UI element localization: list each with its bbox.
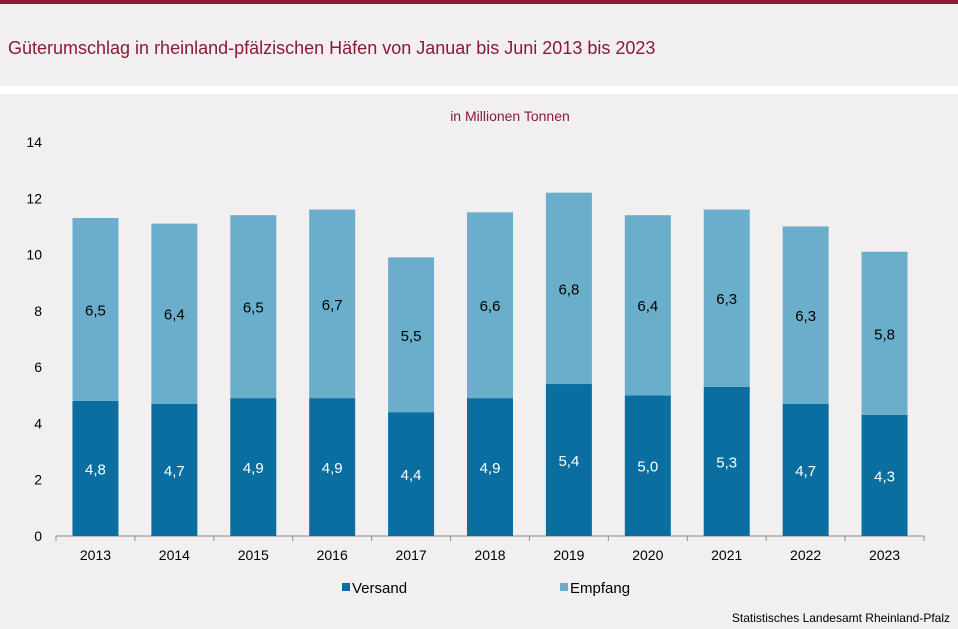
bar-versand-2023 bbox=[861, 414, 908, 536]
data-label-versand-2023: 4,3 bbox=[874, 468, 895, 485]
data-label-versand-2017: 4,4 bbox=[401, 467, 422, 484]
data-label-versand-2019: 5,4 bbox=[558, 453, 579, 470]
data-label-empfang-2013: 6,5 bbox=[85, 302, 106, 319]
bar-empfang-2020 bbox=[624, 215, 671, 396]
bar-versand-2017 bbox=[388, 412, 435, 536]
data-label-empfang-2015: 6,5 bbox=[243, 300, 264, 317]
bar-versand-2020 bbox=[624, 395, 671, 536]
x-tick-label: 2020 bbox=[632, 547, 663, 563]
y-tick-label: 4 bbox=[34, 415, 42, 431]
y-tick-label: 12 bbox=[26, 190, 42, 206]
data-label-empfang-2017: 5,5 bbox=[401, 328, 422, 345]
bar-empfang-2019 bbox=[545, 192, 592, 385]
top-accent-bar bbox=[0, 0, 958, 4]
bar-versand-2016 bbox=[309, 398, 356, 536]
data-label-empfang-2014: 6,4 bbox=[164, 307, 185, 324]
bar-empfang-2023 bbox=[861, 251, 908, 415]
header: Güterumschlag in rheinland-pfälzischen H… bbox=[0, 4, 958, 86]
y-tick-label: 10 bbox=[26, 247, 42, 263]
bar-versand-2014 bbox=[151, 403, 198, 536]
bar-versand-2018 bbox=[467, 398, 513, 536]
source-note: Statistisches Landesamt Rheinland-Pfalz bbox=[731, 611, 950, 625]
data-label-empfang-2019: 6,8 bbox=[558, 281, 579, 298]
y-tick-label: 14 bbox=[26, 134, 42, 150]
data-label-versand-2022: 4,7 bbox=[795, 463, 816, 480]
x-tick-label: 2021 bbox=[711, 547, 742, 563]
bar-empfang-2021 bbox=[703, 209, 750, 387]
x-tick-label: 2019 bbox=[553, 547, 584, 563]
y-tick-label: 8 bbox=[34, 303, 42, 319]
data-label-versand-2015: 4,9 bbox=[243, 460, 264, 477]
bar-empfang-2016 bbox=[309, 209, 356, 399]
x-tick-label: 2017 bbox=[396, 547, 427, 563]
data-label-versand-2018: 4,9 bbox=[480, 460, 501, 477]
bar-empfang-2015 bbox=[230, 215, 277, 399]
data-label-empfang-2020: 6,4 bbox=[637, 298, 658, 315]
bar-empfang-2018 bbox=[467, 212, 513, 399]
x-tick-label: 2014 bbox=[159, 547, 190, 563]
legend-label-empfang: Empfang bbox=[570, 580, 630, 597]
data-label-versand-2016: 4,9 bbox=[322, 460, 343, 477]
data-label-versand-2020: 5,0 bbox=[637, 459, 658, 476]
bar-versand-2022 bbox=[782, 403, 829, 536]
chart-title: Güterumschlag in rheinland-pfälzischen H… bbox=[8, 38, 656, 58]
legend-swatch-versand bbox=[342, 583, 350, 591]
x-tick-label: 2022 bbox=[790, 547, 821, 563]
data-label-empfang-2021: 6,3 bbox=[716, 291, 737, 308]
bar-versand-2015 bbox=[230, 398, 277, 536]
data-label-empfang-2023: 5,8 bbox=[874, 326, 895, 343]
bar-empfang-2013 bbox=[72, 217, 119, 401]
legend-swatch-empfang bbox=[560, 583, 568, 591]
y-tick-label: 2 bbox=[34, 472, 42, 488]
bar-empfang-2014 bbox=[151, 223, 198, 404]
bar-empfang-2022 bbox=[782, 226, 829, 404]
x-tick-label: 2013 bbox=[80, 547, 111, 563]
legend-label-versand: Versand bbox=[352, 580, 407, 597]
y-tick-label: 0 bbox=[34, 528, 42, 544]
bar-versand-2013 bbox=[72, 400, 119, 536]
bar-empfang-2017 bbox=[388, 257, 435, 413]
bar-versand-2019 bbox=[545, 384, 592, 536]
data-label-empfang-2016: 6,7 bbox=[322, 297, 343, 314]
data-label-empfang-2022: 6,3 bbox=[795, 308, 816, 325]
data-label-versand-2014: 4,7 bbox=[164, 463, 185, 480]
data-label-versand-2013: 4,8 bbox=[85, 461, 106, 478]
x-tick-label: 2023 bbox=[869, 547, 900, 563]
chart-subtitle: in Millionen Tonnen bbox=[450, 108, 570, 124]
x-tick-label: 2015 bbox=[238, 547, 269, 563]
data-label-versand-2021: 5,3 bbox=[716, 454, 737, 471]
bar-versand-2021 bbox=[703, 386, 750, 536]
y-tick-label: 6 bbox=[34, 359, 42, 375]
data-label-empfang-2018: 6,6 bbox=[480, 298, 501, 315]
x-tick-label: 2018 bbox=[474, 547, 505, 563]
x-tick-label: 2016 bbox=[317, 547, 348, 563]
